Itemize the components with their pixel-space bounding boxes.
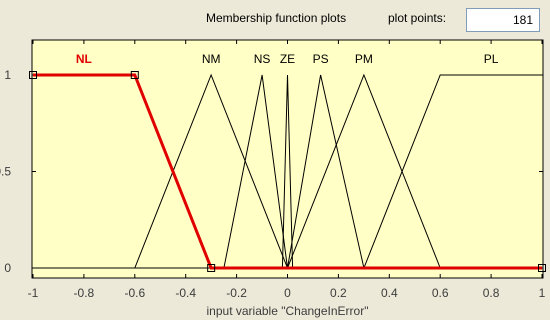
mf-handle[interactable]: [207, 264, 216, 272]
mf-label-ps[interactable]: PS: [313, 52, 329, 66]
y-tick-label: 0: [4, 261, 11, 275]
plot-frame: [31, 39, 544, 279]
x-tick-label: -0.2: [226, 286, 247, 300]
x-tick-label: 0.8: [483, 286, 500, 300]
mf-label-nl[interactable]: NL: [76, 52, 92, 66]
y-tick-label: 1: [4, 68, 11, 82]
mf-handle[interactable]: [29, 71, 37, 79]
plot-title: Membership function plots: [206, 11, 347, 25]
x-tick-label: 0: [284, 286, 291, 300]
mf-label-nm[interactable]: NM: [202, 52, 221, 66]
x-axis-label: input variable "ChangeInError": [207, 304, 369, 318]
x-tick-label: -0.4: [175, 286, 196, 300]
mf-handle[interactable]: [130, 71, 139, 79]
x-tick-label: 1: [539, 286, 546, 300]
x-tick-label: 0.4: [381, 286, 398, 300]
mf-curve-nl[interactable]: [33, 73, 542, 270]
y-tick-label: 0.5: [0, 165, 11, 179]
x-tick-label: -1: [28, 286, 39, 300]
x-tick-label: -0.6: [124, 286, 145, 300]
plot-points-label: plot points:: [388, 11, 447, 25]
x-tick-label: 0.2: [330, 286, 347, 300]
x-tick-label: 0.6: [432, 286, 449, 300]
mf-label-ns[interactable]: NS: [254, 52, 271, 66]
x-tick-label: -0.8: [74, 286, 95, 300]
mf-handle[interactable]: [538, 264, 546, 272]
mf-curve-pl[interactable]: [33, 74, 542, 269]
mf-label-pl[interactable]: PL: [484, 52, 499, 66]
plot-points-input[interactable]: [466, 8, 540, 32]
mf-label-pm[interactable]: PM: [355, 52, 373, 66]
mf-label-ze[interactable]: ZE: [280, 52, 295, 66]
